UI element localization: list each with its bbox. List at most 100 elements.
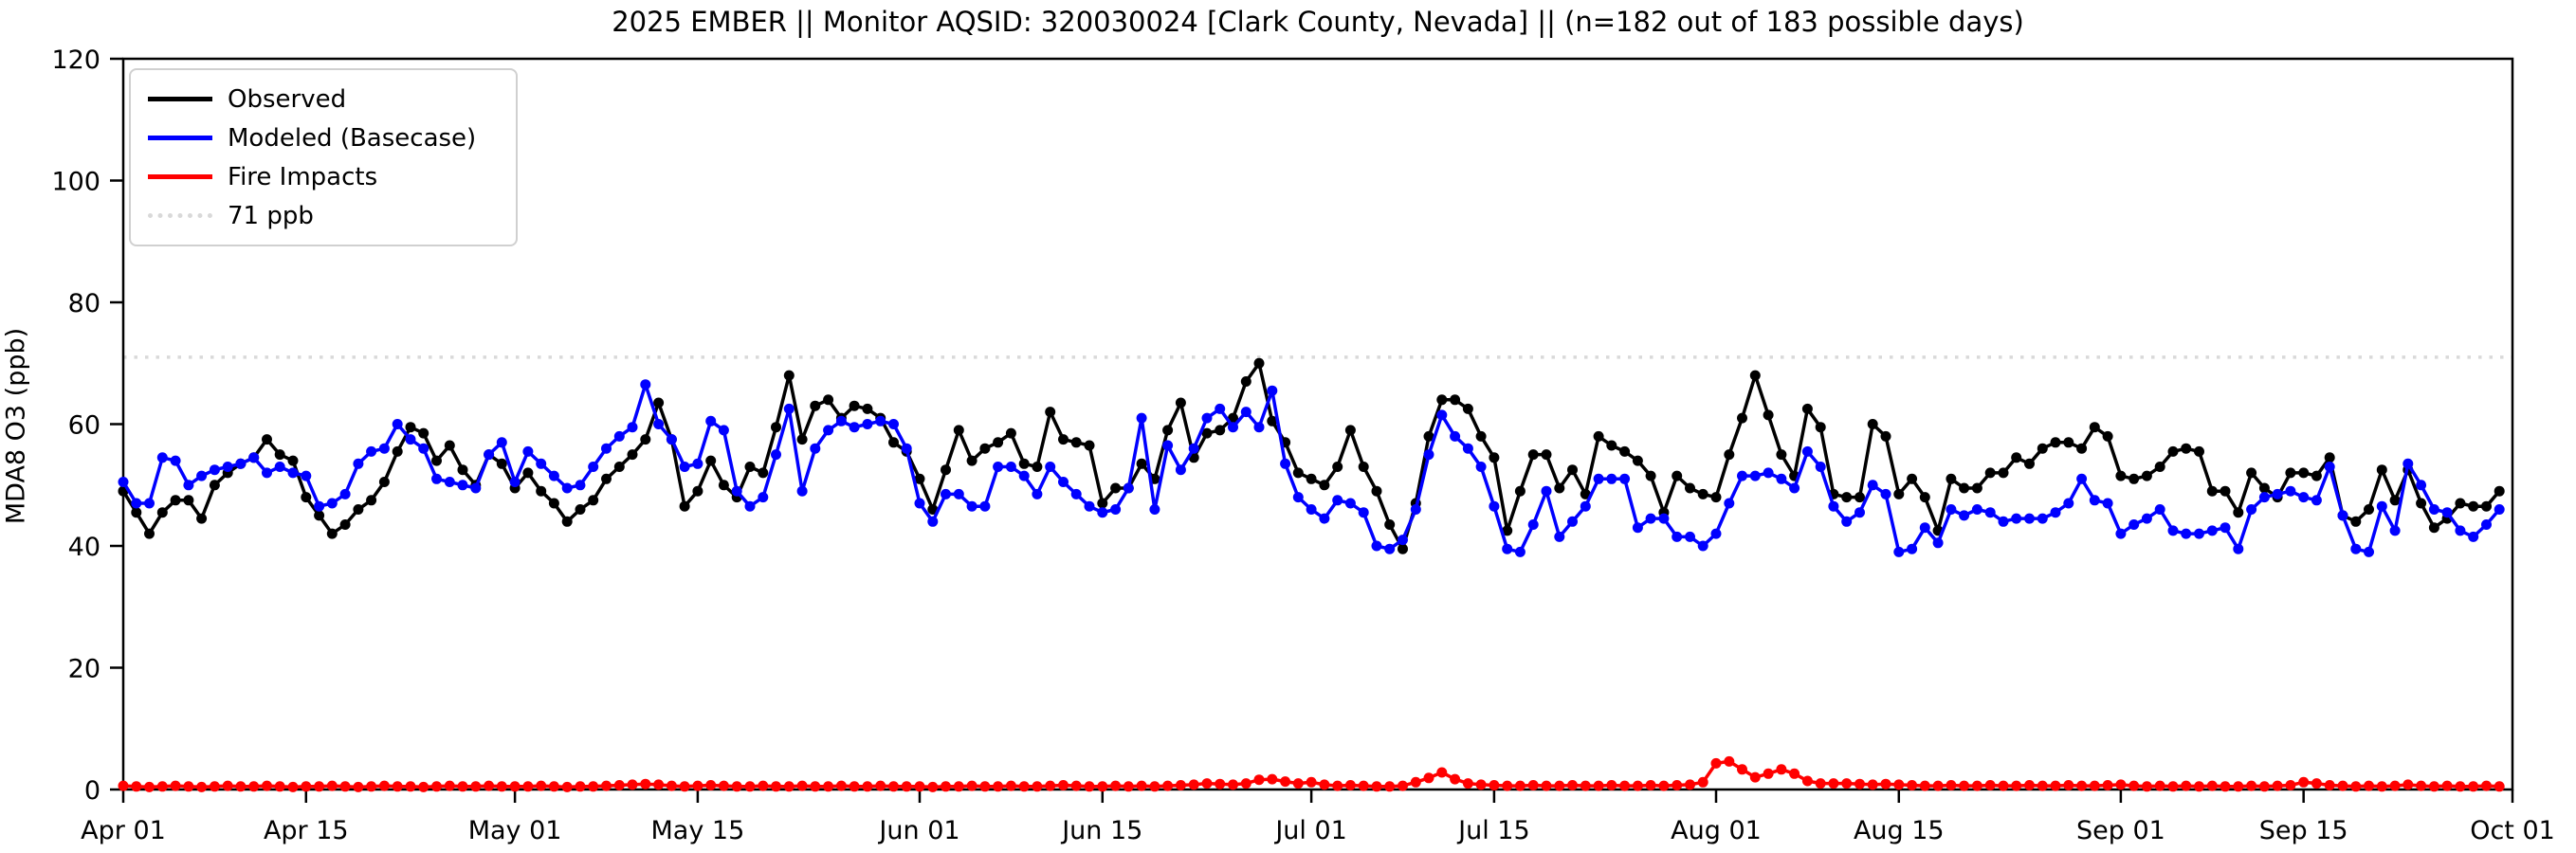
series-marker bbox=[1672, 470, 1683, 481]
series-marker bbox=[2037, 780, 2048, 791]
series-marker bbox=[1801, 403, 1813, 414]
y-tick-label: 120 bbox=[51, 45, 100, 75]
series-marker bbox=[1475, 462, 1487, 472]
series-marker bbox=[758, 492, 769, 503]
series-marker bbox=[2141, 781, 2152, 792]
series-marker bbox=[849, 400, 860, 411]
series-marker bbox=[1959, 510, 1970, 521]
series-marker bbox=[2206, 485, 2218, 497]
series-marker bbox=[2455, 525, 2466, 536]
series-marker bbox=[1593, 430, 1604, 442]
series-marker bbox=[692, 485, 703, 497]
series-marker bbox=[2220, 522, 2231, 534]
series-marker bbox=[2037, 513, 2048, 524]
series-marker bbox=[522, 445, 534, 457]
series-marker bbox=[771, 449, 781, 461]
series-marker bbox=[118, 477, 129, 487]
series-marker bbox=[1332, 780, 1343, 791]
series-marker bbox=[1005, 462, 1016, 472]
series-marker bbox=[2076, 443, 2088, 454]
series-marker bbox=[131, 498, 142, 509]
series-marker bbox=[1136, 780, 1147, 791]
series-marker bbox=[274, 462, 285, 472]
series-marker bbox=[1215, 425, 1226, 436]
series-marker bbox=[2389, 780, 2401, 791]
series-marker bbox=[1149, 504, 1160, 515]
series-marker bbox=[378, 443, 390, 454]
series-marker bbox=[888, 437, 899, 448]
series-marker bbox=[1344, 425, 1356, 436]
series-marker bbox=[2141, 470, 2152, 481]
series-marker bbox=[496, 458, 507, 469]
series-marker bbox=[2285, 485, 2296, 497]
series-marker bbox=[1253, 774, 1265, 786]
series-marker bbox=[262, 467, 272, 479]
series-marker bbox=[1514, 780, 1526, 791]
series-marker bbox=[1971, 780, 1982, 791]
series-marker bbox=[262, 780, 272, 791]
series-marker bbox=[548, 498, 559, 509]
series-marker bbox=[1097, 781, 1108, 792]
series-marker bbox=[156, 781, 168, 792]
series-marker bbox=[835, 415, 847, 426]
series-marker bbox=[2272, 488, 2283, 499]
series-marker bbox=[1606, 780, 1617, 790]
series-marker bbox=[183, 495, 194, 506]
series-marker bbox=[2364, 546, 2374, 557]
series-marker bbox=[1253, 357, 1265, 369]
series-marker bbox=[2468, 531, 2479, 542]
series-marker bbox=[966, 780, 977, 791]
series-marker bbox=[274, 449, 285, 461]
series-marker bbox=[1527, 519, 1539, 530]
series-marker bbox=[1593, 473, 1604, 484]
series-marker bbox=[2089, 422, 2100, 433]
series-marker bbox=[2468, 500, 2479, 512]
line-sample-icon bbox=[148, 136, 212, 140]
legend: Observed Modeled (Basecase) Fire Impacts 71… bbox=[129, 68, 518, 246]
series-marker bbox=[1045, 462, 1056, 472]
series-marker bbox=[1580, 780, 1591, 791]
x-tick-label: Oct 01 bbox=[2470, 816, 2555, 845]
series-marker bbox=[209, 480, 220, 491]
series-marker bbox=[1489, 452, 1500, 463]
series-marker bbox=[1371, 485, 1382, 497]
series-marker bbox=[1489, 500, 1500, 512]
series-marker bbox=[2037, 443, 2048, 454]
series-marker bbox=[1606, 440, 1617, 451]
series-marker bbox=[1527, 449, 1539, 461]
series-marker bbox=[2364, 780, 2374, 791]
series-marker bbox=[2050, 780, 2061, 791]
series-marker bbox=[1724, 449, 1735, 461]
series-marker bbox=[144, 781, 155, 792]
series-marker bbox=[196, 781, 208, 792]
series-marker bbox=[2063, 498, 2074, 509]
series-marker bbox=[979, 781, 991, 792]
series-marker bbox=[339, 488, 351, 499]
series-marker bbox=[1514, 546, 1526, 557]
series-marker bbox=[953, 781, 964, 792]
series-marker bbox=[666, 780, 677, 791]
series-marker bbox=[2258, 492, 2270, 503]
series-marker bbox=[314, 781, 325, 792]
series-marker bbox=[718, 425, 729, 436]
series-marker bbox=[705, 415, 717, 426]
series-marker bbox=[405, 434, 416, 445]
series-marker bbox=[2063, 437, 2074, 448]
series-marker bbox=[287, 467, 299, 479]
series-marker bbox=[1724, 755, 1735, 767]
series-marker bbox=[1188, 779, 1199, 790]
series-marker bbox=[1763, 467, 1774, 479]
series-marker bbox=[2416, 780, 2427, 791]
series-marker bbox=[1175, 780, 1186, 790]
series-marker bbox=[1162, 780, 1174, 791]
series-marker bbox=[588, 495, 599, 506]
x-tick-label: Jun 15 bbox=[1060, 816, 1142, 845]
series-marker bbox=[1280, 458, 1291, 469]
series-marker bbox=[1462, 403, 1473, 414]
series-marker bbox=[1672, 780, 1683, 790]
line-sample-icon bbox=[148, 174, 212, 179]
series-marker bbox=[1984, 780, 1996, 790]
series-marker bbox=[2233, 507, 2244, 518]
series-marker bbox=[209, 781, 220, 792]
x-tick-label: Aug 01 bbox=[1671, 816, 1762, 845]
